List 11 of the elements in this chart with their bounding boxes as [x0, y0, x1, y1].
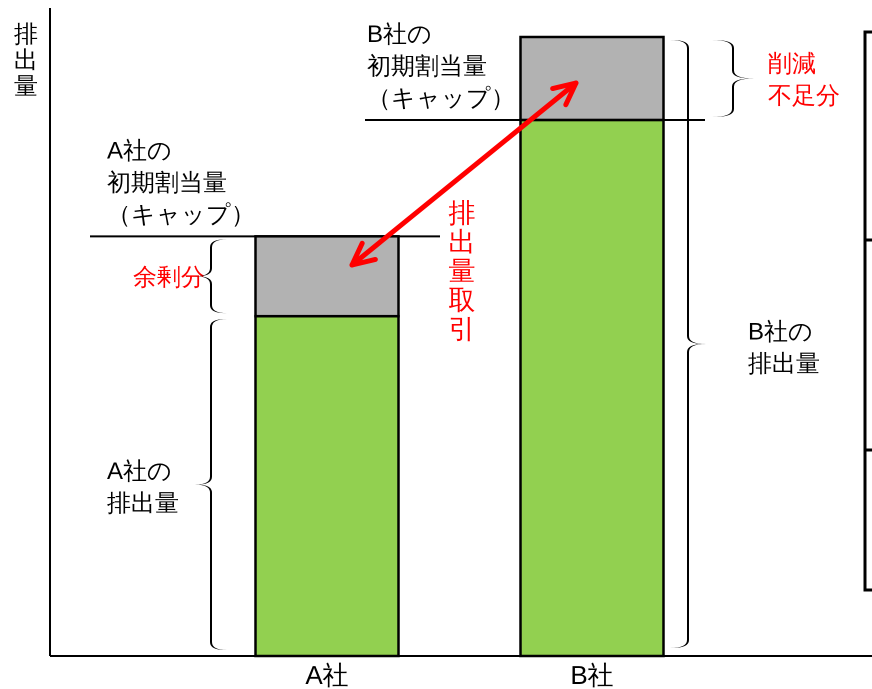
- text: A社の排出量: [107, 458, 179, 518]
- annotation: A社の初期割当量（キャップ）: [107, 137, 255, 228]
- y-axis-title: 排出量: [748, 350, 820, 378]
- x-tick-label: B社: [570, 660, 614, 689]
- annotation: 排出量取引: [448, 198, 476, 344]
- x-tick-label: A社: [305, 660, 349, 689]
- text: B社の: [748, 318, 814, 346]
- annotation: B社の初期割当量（キャップ）: [367, 20, 515, 112]
- text: 余剰分: [133, 264, 205, 292]
- text: 排出量: [14, 21, 38, 100]
- annotation: 削減不足分: [768, 50, 840, 110]
